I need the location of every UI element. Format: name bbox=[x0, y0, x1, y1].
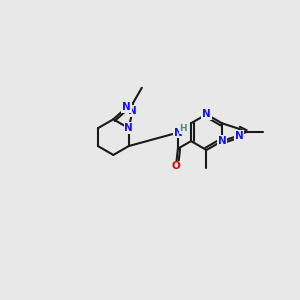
Text: N: N bbox=[122, 102, 131, 112]
Text: N: N bbox=[202, 109, 211, 119]
Text: N: N bbox=[173, 128, 182, 138]
Text: O: O bbox=[172, 161, 180, 172]
Text: N: N bbox=[235, 130, 243, 141]
Text: N: N bbox=[124, 123, 133, 133]
Text: H: H bbox=[179, 124, 187, 133]
Text: N: N bbox=[128, 106, 137, 116]
Text: N: N bbox=[218, 136, 226, 146]
